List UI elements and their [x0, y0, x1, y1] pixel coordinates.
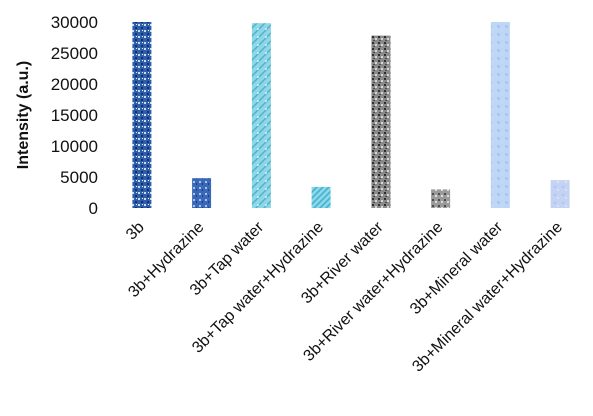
bar: [490, 22, 510, 208]
bar: [431, 189, 451, 208]
bar: [251, 23, 271, 209]
bar: [192, 178, 212, 208]
bars-group: [132, 22, 570, 209]
y-tick-label: 10000: [51, 137, 98, 156]
y-axis-ticks: 0 5000 10000 15000 20000 25000 30000: [51, 13, 98, 218]
y-tick-label: 25000: [51, 44, 98, 63]
bar: [371, 35, 391, 208]
bar: [550, 180, 570, 208]
y-tick-label: 5000: [60, 168, 98, 187]
y-tick-label: 15000: [51, 106, 98, 125]
y-tick-label: 20000: [51, 75, 98, 94]
y-tick-label: 30000: [51, 13, 98, 32]
y-axis-title: Intensity (a.u.): [15, 61, 32, 169]
x-category-label: 3b: [123, 219, 148, 244]
bar: [132, 22, 152, 208]
bar: [311, 186, 331, 208]
y-tick-label: 0: [89, 199, 98, 218]
